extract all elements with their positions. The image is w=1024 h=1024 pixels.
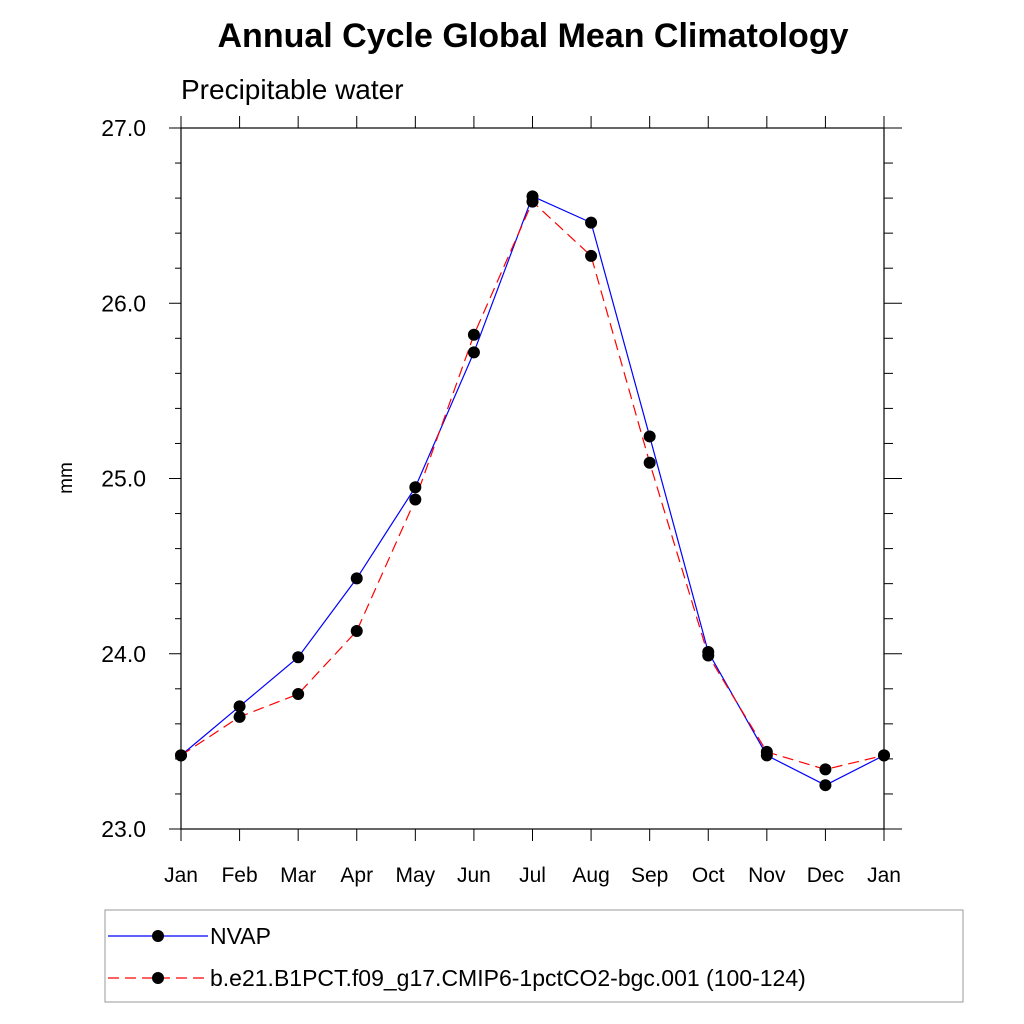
data-point-series-1 xyxy=(878,749,890,762)
data-point-series-0 xyxy=(585,216,598,229)
chart-subtitle: Precipitable water xyxy=(181,74,404,105)
x-tick-label: Apr xyxy=(340,864,373,887)
x-tick-label: May xyxy=(395,864,435,887)
x-tick-label: Sep xyxy=(631,864,668,887)
data-point-series-0 xyxy=(409,481,422,494)
series-line-0 xyxy=(180,195,885,786)
data-point-series-1 xyxy=(350,624,363,637)
chart-title: Annual Cycle Global Mean Climatology xyxy=(218,17,849,55)
data-point-series-1 xyxy=(702,649,715,662)
data-point-series-1 xyxy=(292,688,305,701)
data-point-series-1 xyxy=(819,763,832,776)
data-point-series-0 xyxy=(350,572,363,585)
data-point-series-0 xyxy=(233,700,246,713)
data-point-series-0 xyxy=(643,430,656,443)
y-tick-label: 26.0 xyxy=(101,290,146,316)
plot-frame xyxy=(180,127,885,830)
data-point-series-1 xyxy=(760,745,773,758)
data-point-series-1 xyxy=(409,493,422,506)
data-point-series-1 xyxy=(233,710,246,723)
x-tick-label: Mar xyxy=(280,864,316,887)
legend-box xyxy=(104,909,964,1003)
series-line-1 xyxy=(180,200,885,771)
x-tick-label: Feb xyxy=(221,864,257,887)
x-tick-label: Oct xyxy=(692,864,725,887)
y-axis-label: mm xyxy=(56,462,77,494)
series-layer xyxy=(175,190,890,792)
y-tick-label: 24.0 xyxy=(101,641,146,667)
data-point-series-0 xyxy=(819,779,832,792)
x-tick-label: Jun xyxy=(457,864,491,887)
data-point-series-0 xyxy=(467,346,480,359)
x-tick-label: Jul xyxy=(519,864,546,887)
x-tick-label: Dec xyxy=(807,864,844,887)
axis-ticks: Jan Feb Mar Apr May Jun Jul Aug Sep Oct Nov Dec Jan 2… xyxy=(101,115,902,887)
data-point-series-1 xyxy=(175,749,187,762)
x-tick-label: Aug xyxy=(572,864,609,887)
x-tick-label: Jan xyxy=(164,864,198,887)
legend: NVAP b.e21.B1PCT.f09_g17.CMIP6-1pctCO2-bg… xyxy=(104,909,964,1003)
y-tick-label: 23.0 xyxy=(101,816,146,842)
legend-marker-1 xyxy=(152,972,164,984)
data-point-series-1 xyxy=(585,249,598,262)
legend-label-0: NVAP xyxy=(210,923,271,949)
legend-label-1: b.e21.B1PCT.f09_g17.CMIP6-1pctCO2-bgc.00… xyxy=(210,965,806,991)
x-tick-label: Jan xyxy=(867,864,901,887)
y-tick-label: 25.0 xyxy=(101,466,146,492)
y-tick-label: 27.0 xyxy=(101,115,146,141)
data-point-series-1 xyxy=(643,456,656,469)
data-point-series-1 xyxy=(526,195,539,208)
legend-items: NVAP b.e21.B1PCT.f09_g17.CMIP6-1pctCO2-bg… xyxy=(108,923,806,991)
legend-marker-0 xyxy=(152,930,164,942)
x-tick-label: Nov xyxy=(748,864,786,887)
data-point-series-0 xyxy=(292,651,305,664)
data-point-series-1 xyxy=(467,328,480,341)
